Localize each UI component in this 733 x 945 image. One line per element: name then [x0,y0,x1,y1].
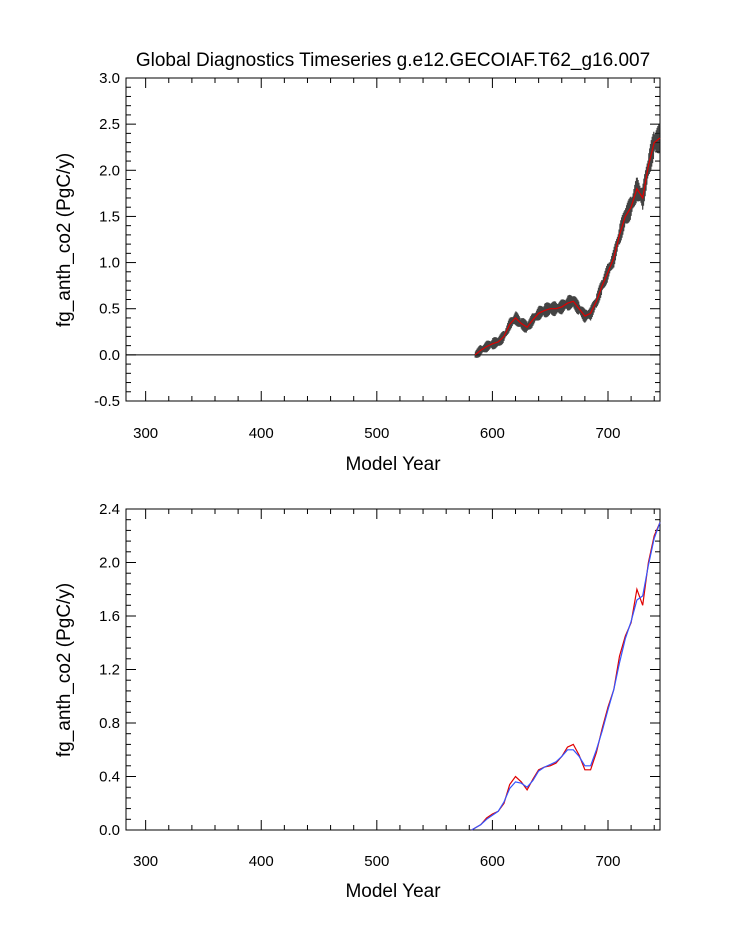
y-tick-label: 0.5 [99,301,120,318]
y-tick-label: 1.6 [99,608,120,625]
x-tick-label: 300 [133,425,158,442]
x-tick-label: 700 [595,853,620,870]
plot-frame [125,77,661,402]
x-tick-label: 400 [249,425,274,442]
series-marks [126,123,661,358]
y-tick-label: 1.2 [99,662,120,679]
series-marks [471,522,661,831]
axis-ticks: 300 400 500 600 700 0.0 0.4 0.8 1.2 1.6 2.0 2.4 [99,501,660,870]
x-tick-label: 300 [133,853,158,870]
y-tick-label: 2.5 [99,116,120,133]
y-tick-label: 0.8 [99,715,120,732]
y-tick-label: 2.4 [99,501,120,518]
x-tick-label: 400 [249,853,274,870]
plot-frame [125,508,661,831]
y-tick-label: 1.0 [99,255,120,272]
x-tick-label: 600 [480,853,505,870]
y-tick-label: 0.4 [99,769,120,786]
bottom-panel: 300 400 500 600 700 0.0 0.4 0.8 1.2 1.6 2.0 2.4 Mod… [54,501,661,902]
y-tick-label: 0.0 [99,822,120,839]
x-tick-label: 700 [595,425,620,442]
series-line-1 [474,137,661,356]
x-tick-label: 500 [364,853,389,870]
x-tick-label: 500 [364,425,389,442]
y-tick-label: 2.0 [99,555,120,572]
y-tick-label: 3.0 [99,70,120,87]
y-tick-label: 0.0 [99,347,120,364]
chart-title: Global Diagnostics Timeseries g.e12.GECO… [136,50,650,71]
series-line-variability [474,123,661,358]
y-tick-label: 2.0 [99,162,120,179]
x-axis-label: Model Year [345,881,441,902]
y-axis-label: fg_anth_co2 (PgC/y) [54,583,75,757]
y-tick-label: -0.5 [94,393,120,410]
series-line-1 [471,522,661,831]
x-tick-label: 600 [480,425,505,442]
series-line-0 [471,522,661,831]
top-panel: 300 400 500 600 700 -0.5 0.0 0.5 1.0 1.5 2.0 2.5 3.0… [54,70,661,475]
x-axis-label: Model Year [345,454,441,475]
axis-ticks: 300 400 500 600 700 -0.5 0.0 0.5 1.0 1.5 2.0 2.5 3.0 [94,70,660,442]
y-axis-label: fg_anth_co2 (PgC/y) [54,153,75,327]
y-tick-label: 1.5 [99,208,120,225]
